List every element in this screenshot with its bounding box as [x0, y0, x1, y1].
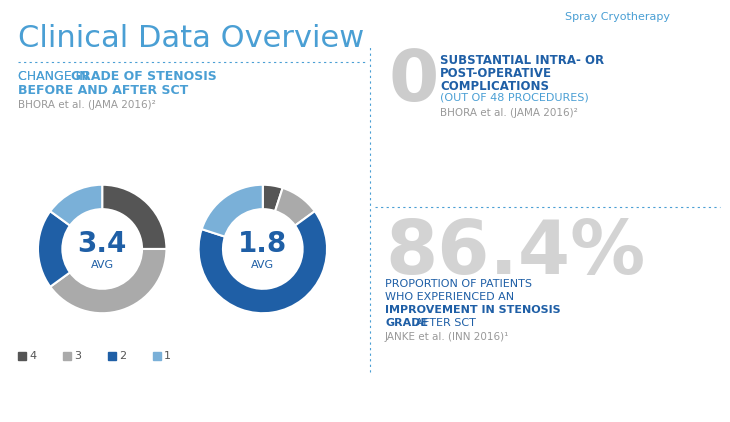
Text: 0: 0: [388, 47, 439, 116]
Text: GRADE: GRADE: [385, 318, 428, 328]
Text: JANKE et al. (INN 2016)¹: JANKE et al. (INN 2016)¹: [385, 332, 510, 342]
Wedge shape: [201, 185, 263, 237]
Text: 2: 2: [119, 351, 126, 361]
Text: 3.4: 3.4: [77, 230, 127, 258]
Bar: [108, 352, 116, 360]
Text: PROPORTION OF PATIENTS: PROPORTION OF PATIENTS: [385, 279, 532, 289]
Text: COMPLICATIONS: COMPLICATIONS: [440, 80, 549, 93]
Bar: [18, 352, 26, 360]
Text: Clinical Data Overview: Clinical Data Overview: [18, 24, 364, 53]
Text: POST-OPERATIVE: POST-OPERATIVE: [440, 67, 552, 80]
Text: (OUT OF 48 PROCEDURES): (OUT OF 48 PROCEDURES): [440, 93, 589, 103]
Text: Spray Cryotherapy: Spray Cryotherapy: [565, 12, 670, 22]
Text: CHANGE IN: CHANGE IN: [18, 70, 93, 83]
Wedge shape: [38, 211, 70, 287]
Wedge shape: [50, 185, 102, 226]
Bar: [153, 352, 161, 360]
Text: GRADE OF STENOSIS: GRADE OF STENOSIS: [71, 70, 217, 83]
Bar: [63, 352, 71, 360]
Text: AFTER SCT: AFTER SCT: [412, 318, 475, 328]
Wedge shape: [50, 249, 166, 313]
Text: 1.8: 1.8: [238, 230, 288, 258]
Text: 4: 4: [29, 351, 36, 361]
Wedge shape: [102, 185, 166, 249]
Text: BHORA et al. (JAMA 2016)²: BHORA et al. (JAMA 2016)²: [18, 100, 155, 110]
Text: 1: 1: [164, 351, 171, 361]
Text: AVG: AVG: [91, 260, 114, 270]
Text: WHO EXPERIENCED AN: WHO EXPERIENCED AN: [385, 292, 514, 302]
Text: AVG: AVG: [251, 260, 274, 270]
Text: IMPROVEMENT IN STENOSIS: IMPROVEMENT IN STENOSIS: [385, 305, 561, 315]
Wedge shape: [275, 188, 315, 226]
Text: 3: 3: [74, 351, 81, 361]
Text: SUBSTANTIAL INTRA- OR: SUBSTANTIAL INTRA- OR: [440, 54, 604, 67]
Wedge shape: [263, 185, 283, 211]
Text: BHORA et al. (JAMA 2016)²: BHORA et al. (JAMA 2016)²: [440, 108, 577, 118]
Wedge shape: [199, 211, 327, 313]
Text: CHANGE IN: CHANGE IN: [18, 70, 93, 83]
Text: 86.4%: 86.4%: [385, 217, 645, 290]
Text: BEFORE AND AFTER SCT: BEFORE AND AFTER SCT: [18, 84, 188, 97]
